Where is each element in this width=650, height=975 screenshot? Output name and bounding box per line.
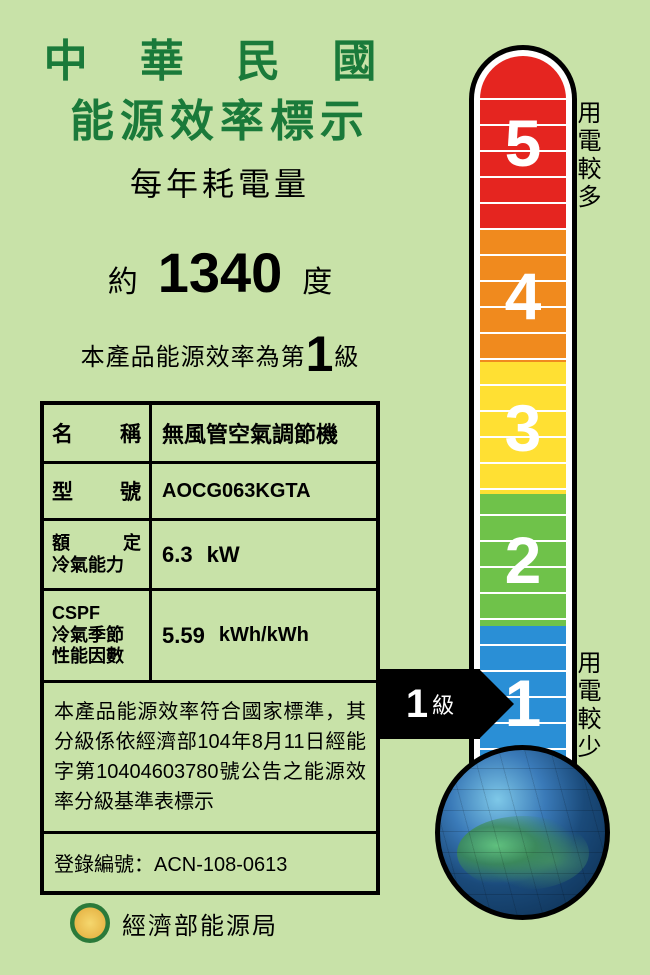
thermo-segment-number: 5 [505,105,542,181]
left-column: 中 華 民 國 能源效率標示 每年耗電量 約 1340 度 本產品能源效率為第1… [40,25,400,895]
registration-row: 登錄編號：ACN-108-0613 [44,834,376,891]
compliance-note: 本產品能源效率符合國家標準，其分級係依經濟部104年8月11日經能字第10404… [44,683,376,834]
thermo-bulb-globe-icon [435,745,610,920]
spec-label-capacity: 額定 冷氣能力 [44,521,152,588]
grade-prefix: 本產品能源效率為第 [81,344,306,371]
spec-row-name: 名稱 無風管空氣調節機 [44,405,376,464]
thermo-segment-number: 4 [505,258,542,334]
grade-number: 1 [306,326,335,382]
spec-val-model: AOCG063KGTA [152,464,376,518]
approx-label: 約 [108,257,138,301]
grade-suffix: 級 [334,344,359,371]
thermo-segment-3: 3 [480,362,566,494]
spec-row-capacity: 額定 冷氣能力 6.3 kW [44,521,376,591]
spec-row-model: 型號 AOCG063KGTA [44,464,376,521]
spec-row-cspf: CSPF 冷氣季節 性能因數 5.59 kWh/kWh [44,591,376,683]
bureau-name: 經濟部能源局 [122,906,278,941]
bureau-logo-icon [70,903,110,943]
indicator-suffix: 級 [432,688,454,720]
footer: 經濟部能源局 [70,903,278,943]
consumption-value: 1340 [158,240,283,305]
subtitle: 每年耗電量 [40,159,400,205]
spec-val-capacity: 6.3 kW [152,521,376,588]
title-line1: 中 華 民 國 [40,25,400,89]
spec-val-cspf: 5.59 kWh/kWh [152,591,376,680]
spec-val-name: 無風管空氣調節機 [152,405,376,461]
reg-label: 登錄編號： [54,854,154,876]
spec-label-model: 型號 [44,464,152,518]
thermo-segment-number: 2 [505,522,542,598]
indicator-num: 1 [406,682,428,727]
grade-indicator: 1級 [380,669,480,739]
grade-sentence: 本產品能源效率為第1級 [40,325,400,383]
thermo-segment-2: 2 [480,494,566,626]
thermometer: 用電較多 用電較少 54321 [435,45,610,935]
annual-consumption: 約 1340 度 [40,240,400,305]
spec-table: 名稱 無風管空氣調節機 型號 AOCG063KGTA 額定 冷氣能力 6.3 k… [40,401,380,895]
thermo-segment-4: 4 [480,230,566,362]
spec-label-cspf: CSPF 冷氣季節 性能因數 [44,591,152,680]
title-line2: 能源效率標示 [40,85,400,149]
thermo-segment-5: 5 [480,56,566,230]
thermo-tube: 54321 [469,45,577,775]
spec-label-name: 名稱 [44,405,152,461]
consumption-unit: 度 [302,257,332,301]
reg-value: ACN-108-0613 [154,854,287,876]
thermo-segment-number: 3 [505,390,542,466]
